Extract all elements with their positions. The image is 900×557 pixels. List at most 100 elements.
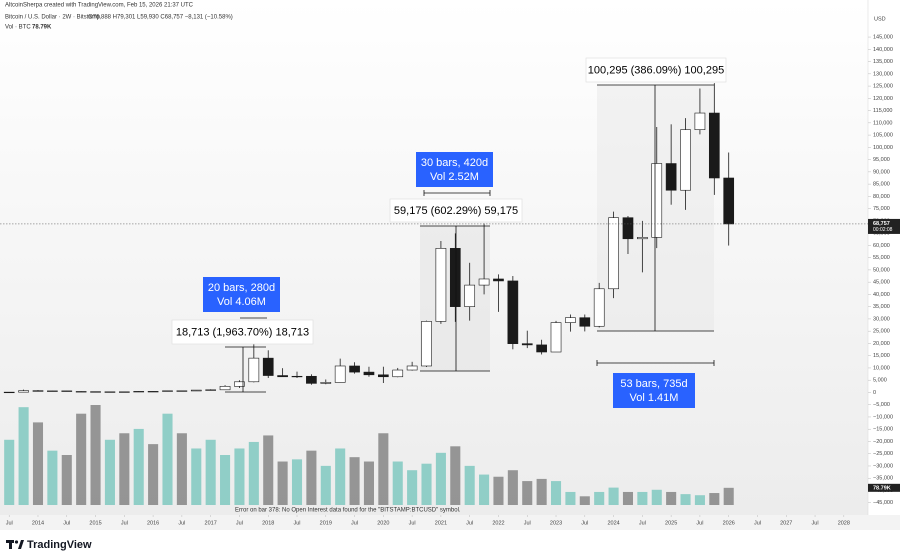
y-tick-label: 105,000 — [873, 133, 893, 139]
volume-bar — [148, 444, 159, 505]
x-tick-label: Jul — [178, 520, 185, 526]
x-tick-label: 2021 — [435, 520, 447, 526]
x-tick-label: Jul — [639, 520, 646, 526]
volume-bar — [18, 407, 29, 505]
candle-body — [205, 389, 217, 391]
volume-bar — [191, 448, 202, 505]
candle-body — [651, 163, 663, 238]
y-tick-label: 95,000 — [873, 157, 890, 163]
candle-body — [363, 371, 375, 376]
time-axis-background — [0, 515, 900, 530]
candle-body — [320, 382, 332, 384]
candle-body — [234, 381, 245, 387]
candle-body — [622, 217, 634, 240]
candle-body — [694, 112, 706, 131]
volume-bar — [277, 461, 288, 505]
volume-bar — [335, 448, 346, 505]
candle-body — [680, 129, 691, 191]
x-tick-label: 2020 — [377, 520, 389, 526]
y-tick-label: −10,000 — [873, 414, 893, 420]
volume-bar — [61, 455, 72, 505]
candle-body — [118, 391, 130, 393]
y-tick-label: 140,000 — [873, 47, 893, 53]
volume-bar — [407, 470, 418, 505]
x-tick-label: 2018 — [262, 520, 274, 526]
y-tick-label: 60,000 — [873, 243, 890, 249]
y-tick-label: 75,000 — [873, 206, 890, 212]
x-tick-label: 2019 — [320, 520, 332, 526]
volume-bar — [363, 461, 374, 505]
candle-body — [190, 389, 202, 392]
ohlc: O76,888 H79,301 L59,930 C68,757 −8,131 (… — [88, 15, 233, 21]
volume-bar — [723, 487, 734, 505]
candle-body — [18, 390, 29, 393]
volume-bar — [248, 441, 259, 505]
brand-name: TradingView — [27, 539, 92, 551]
measure-change: 18,713 (1,963.70%) 18,713 — [176, 326, 309, 338]
x-tick-label: Jul — [121, 520, 128, 526]
volume-bar — [378, 433, 389, 505]
candle-body — [32, 390, 44, 392]
candle-body — [349, 365, 360, 373]
y-tick-label: 135,000 — [873, 59, 893, 65]
candle-body — [133, 391, 145, 393]
y-tick-label: 50,000 — [873, 267, 890, 273]
y-tick-label: 20,000 — [873, 341, 890, 347]
volume-bar — [47, 450, 58, 505]
y-tick-label: 25,000 — [873, 329, 890, 335]
measure-box — [203, 277, 280, 312]
candle-body — [147, 391, 159, 393]
y-tick-label: 100,000 — [873, 145, 893, 151]
x-tick-label: 2028 — [838, 520, 850, 526]
credit: AltcoinSherpa created with TradingView.c… — [5, 3, 194, 9]
candle-body — [608, 217, 619, 290]
candle-body — [47, 390, 58, 392]
volume-bar — [133, 428, 144, 505]
y-tick-label: −15,000 — [873, 427, 893, 433]
x-tick-label: Jul — [351, 520, 358, 526]
x-tick-label: 2027 — [780, 520, 792, 526]
candle-body — [507, 280, 519, 344]
candle-body — [61, 390, 73, 392]
candle-body — [449, 248, 461, 307]
candle-body — [550, 322, 562, 353]
y-tick-label: −25,000 — [873, 451, 893, 457]
volume-bar — [622, 491, 634, 505]
y-tick-label: 115,000 — [873, 108, 892, 114]
x-tick-label: Jul — [63, 520, 70, 526]
candle-body — [248, 357, 260, 383]
measure-box — [416, 152, 493, 187]
measure-volume: Vol 1.41M — [630, 392, 679, 404]
status-message: Error on bar 378: No Open Interest data … — [235, 508, 461, 514]
last-price-badge — [868, 218, 900, 234]
measure-box — [613, 373, 695, 408]
y-tick-label: 40,000 — [873, 292, 890, 298]
candle-body — [3, 391, 15, 394]
y-tick-label: 35,000 — [873, 304, 890, 310]
candle-body — [723, 177, 735, 225]
volume-legend-value: 78.79K — [32, 25, 52, 31]
candle-body — [421, 321, 432, 367]
candle-body — [104, 391, 116, 393]
y-tick-label: 90,000 — [873, 169, 890, 175]
volume-bar — [565, 491, 576, 505]
candle-body — [637, 237, 648, 240]
x-tick-label: Jul — [581, 520, 588, 526]
y-tick-label: −20,000 — [873, 439, 893, 445]
y-tick-label: 110,000 — [873, 120, 892, 126]
volume-bar — [464, 465, 475, 505]
x-tick-label: Jul — [236, 520, 243, 526]
y-tick-label: 125,000 — [873, 84, 893, 90]
x-tick-label: Jul — [754, 520, 761, 526]
y-tick-label: 130,000 — [873, 71, 893, 77]
volume-bar — [651, 489, 662, 505]
y-tick-label: 80,000 — [873, 194, 890, 200]
volume-bar — [637, 491, 648, 505]
volume-bar — [392, 461, 403, 505]
x-tick-label: Jul — [524, 520, 531, 526]
x-tick-label: Jul — [293, 520, 300, 526]
candle-body — [464, 284, 476, 307]
measure-range: 30 bars, 420d — [421, 157, 488, 169]
volume-bar — [104, 439, 115, 505]
volume-bar — [90, 405, 101, 505]
